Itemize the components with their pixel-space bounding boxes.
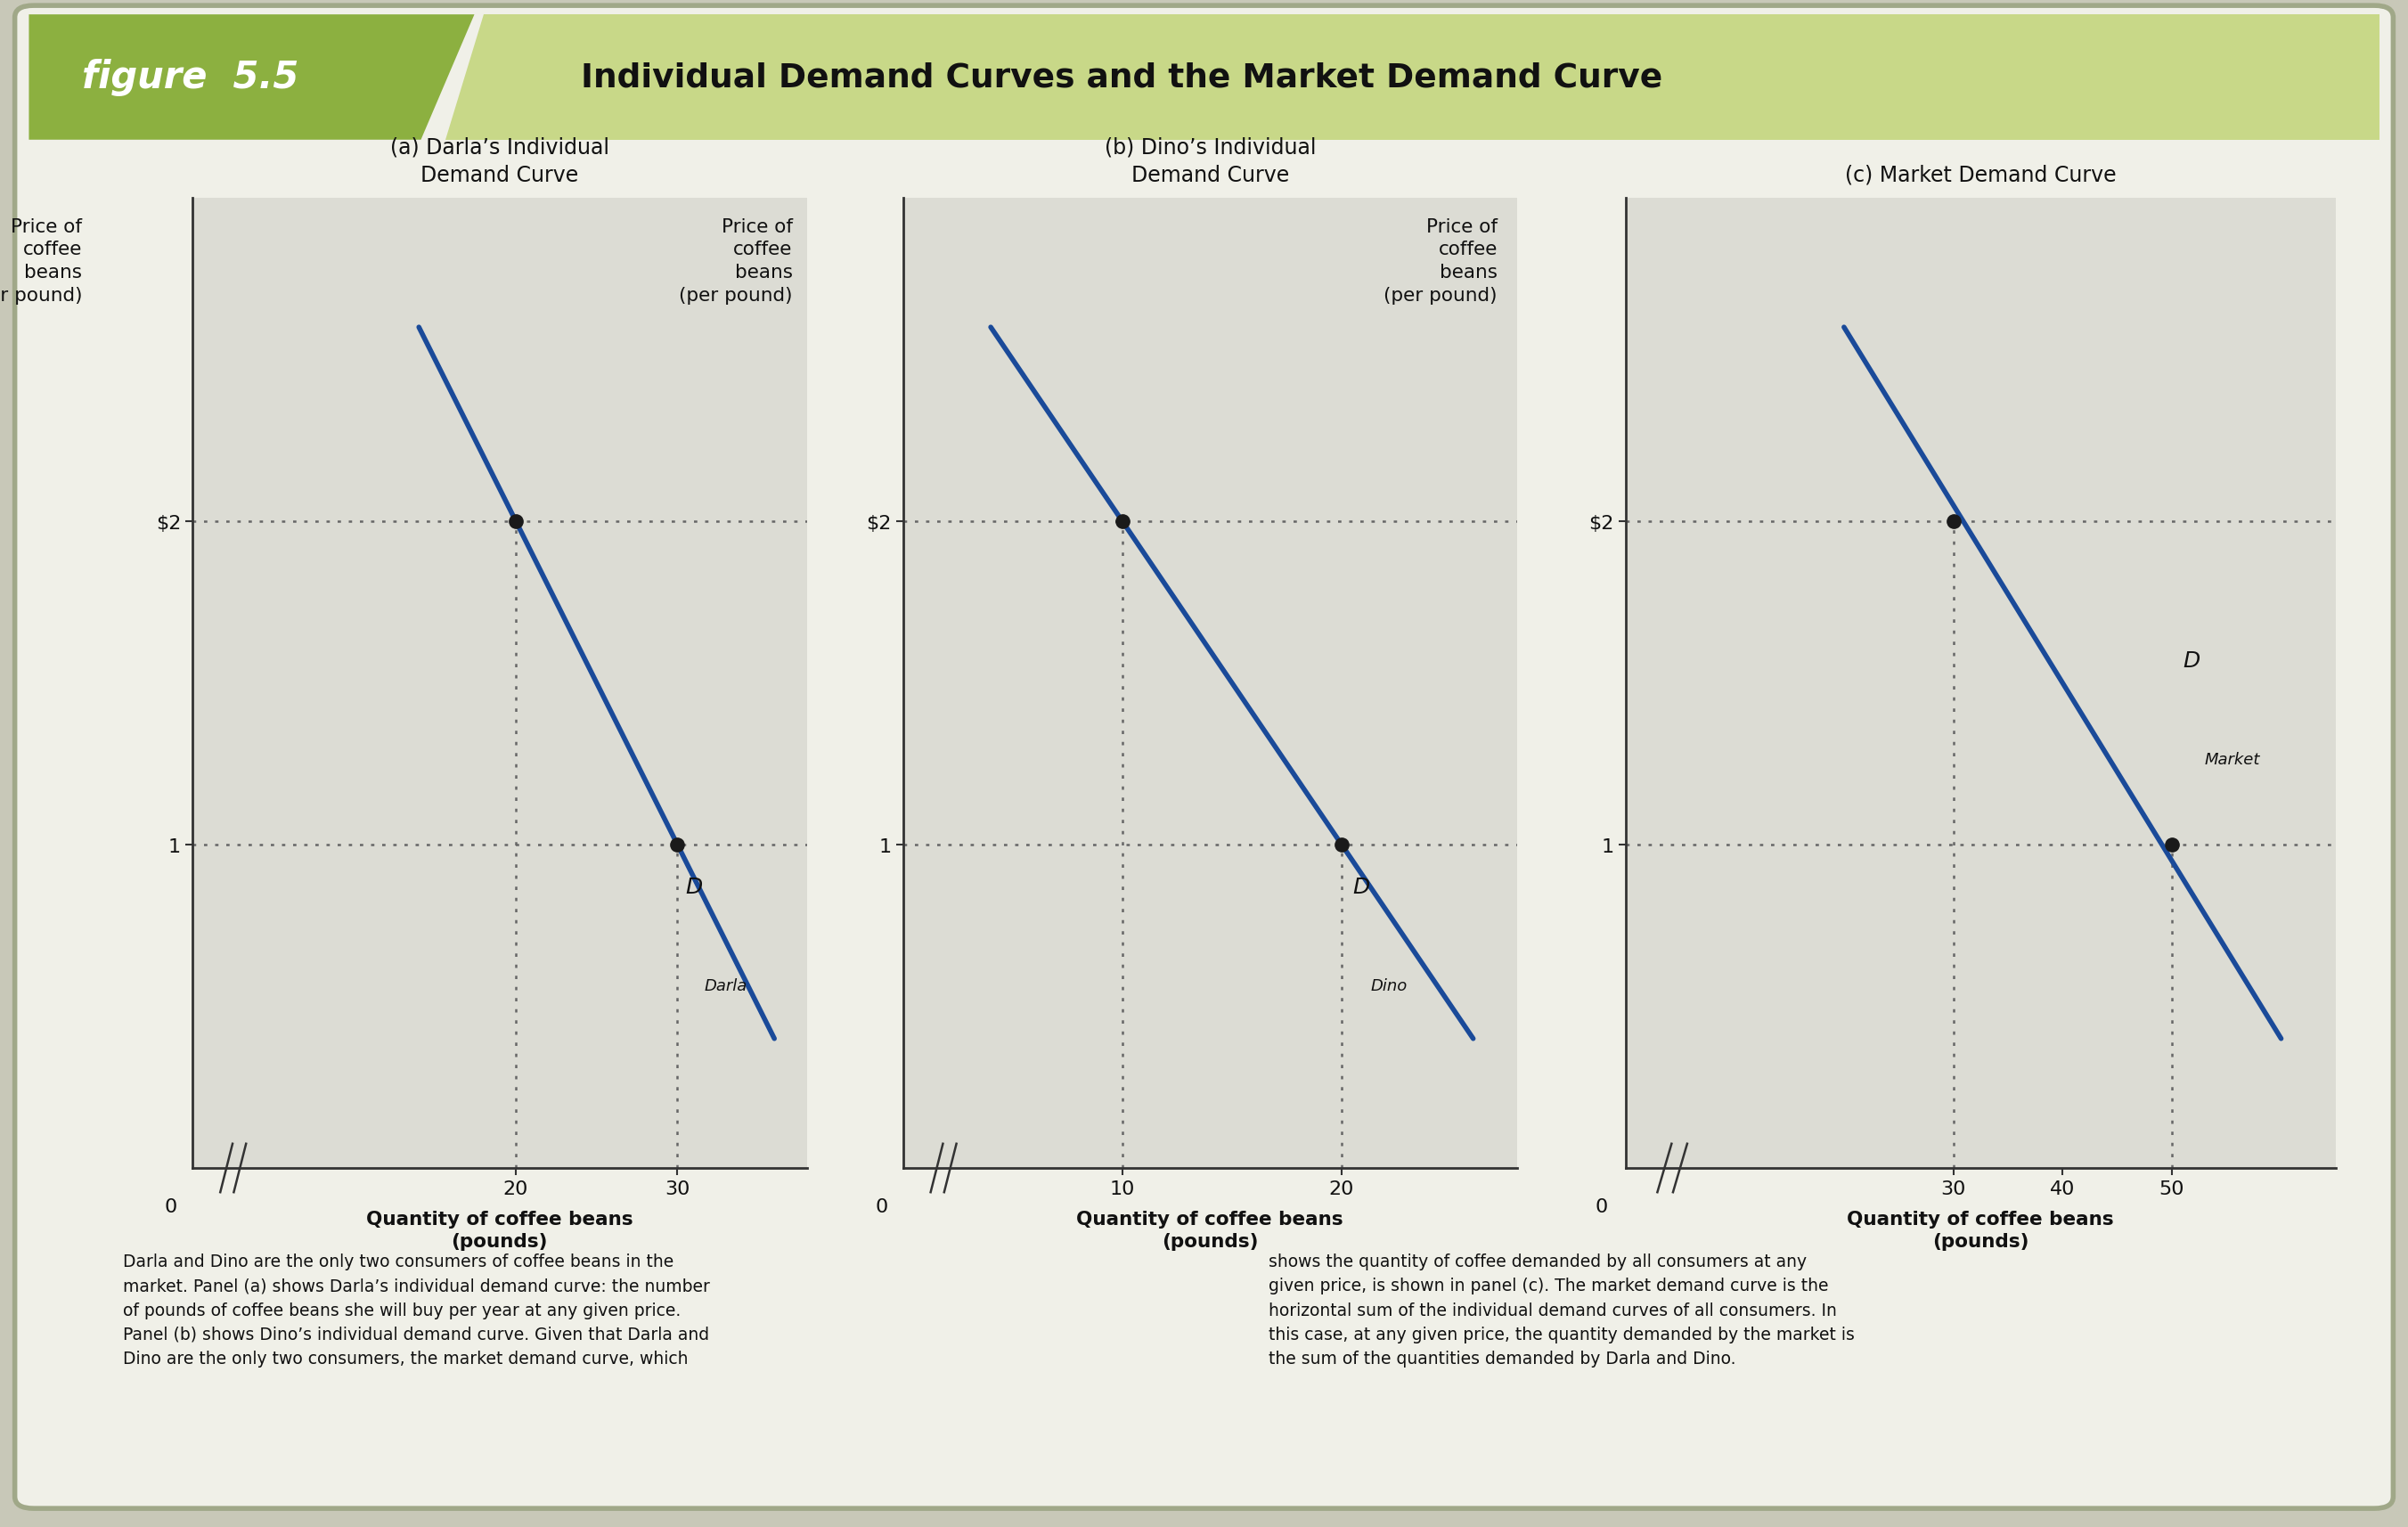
Text: 0: 0 bbox=[874, 1197, 889, 1215]
Polygon shape bbox=[29, 15, 474, 140]
Text: Dino: Dino bbox=[1370, 977, 1409, 994]
Text: $D$: $D$ bbox=[2182, 651, 2201, 672]
Text: shows the quantity of coffee demanded by all consumers at any
given price, is sh: shows the quantity of coffee demanded by… bbox=[1269, 1252, 1854, 1367]
Title: (c) Market Demand Curve: (c) Market Demand Curve bbox=[1845, 165, 2117, 186]
Text: Market: Market bbox=[2203, 751, 2259, 768]
X-axis label: Quantity of coffee beans
(pounds): Quantity of coffee beans (pounds) bbox=[366, 1209, 633, 1251]
Text: Individual Demand Curves and the Market Demand Curve: Individual Demand Curves and the Market … bbox=[580, 63, 1662, 93]
Title: (b) Dino’s Individual
Demand Curve: (b) Dino’s Individual Demand Curve bbox=[1105, 137, 1315, 186]
X-axis label: Quantity of coffee beans
(pounds): Quantity of coffee beans (pounds) bbox=[1076, 1209, 1344, 1251]
Text: figure  5.5: figure 5.5 bbox=[82, 60, 299, 96]
Y-axis label: Price of
coffee
beans
(per pound): Price of coffee beans (per pound) bbox=[1385, 218, 1498, 304]
Text: 0: 0 bbox=[164, 1197, 178, 1215]
Text: $D$: $D$ bbox=[686, 876, 703, 898]
Text: 0: 0 bbox=[1594, 1197, 1609, 1215]
Title: (a) Darla’s Individual
Demand Curve: (a) Darla’s Individual Demand Curve bbox=[390, 137, 609, 186]
Text: Darla and Dino are the only two consumers of coffee beans in the
market. Panel (: Darla and Dino are the only two consumer… bbox=[123, 1252, 710, 1367]
Text: $D$: $D$ bbox=[1353, 876, 1370, 898]
Text: Darla: Darla bbox=[703, 977, 746, 994]
Y-axis label: Price of
coffee
beans
(per pound): Price of coffee beans (per pound) bbox=[0, 218, 82, 304]
Polygon shape bbox=[445, 15, 2379, 140]
X-axis label: Quantity of coffee beans
(pounds): Quantity of coffee beans (pounds) bbox=[1847, 1209, 2114, 1251]
Y-axis label: Price of
coffee
beans
(per pound): Price of coffee beans (per pound) bbox=[679, 218, 792, 304]
FancyBboxPatch shape bbox=[14, 6, 2394, 1509]
